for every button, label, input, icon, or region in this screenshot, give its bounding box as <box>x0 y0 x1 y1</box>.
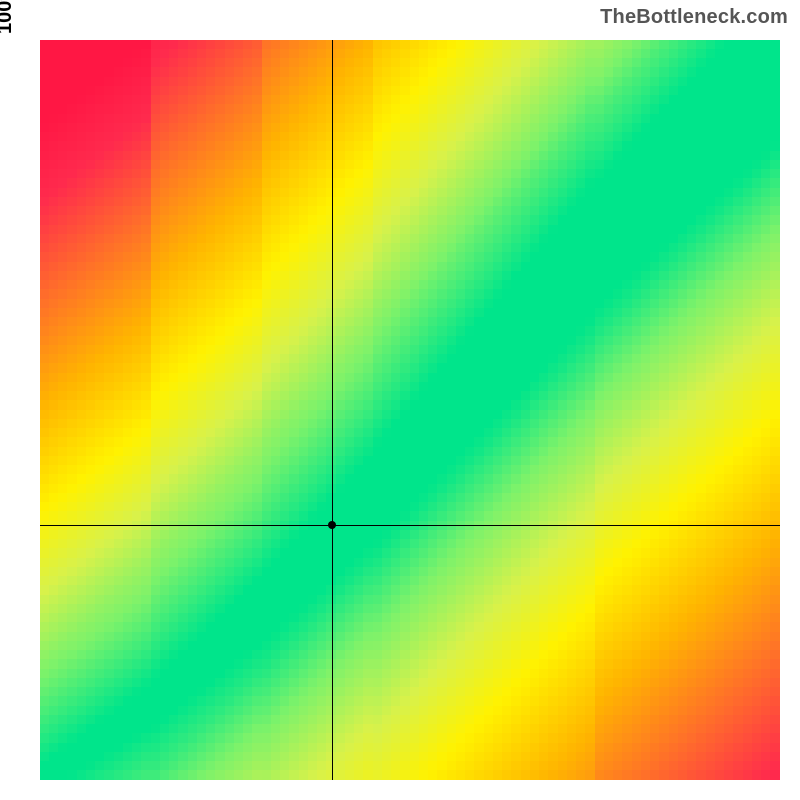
crosshair-vertical <box>332 40 333 780</box>
chart-container: TheBottleneck.com 100% <box>0 0 800 800</box>
crosshair-horizontal <box>40 525 780 526</box>
plot-area <box>40 40 780 780</box>
y-axis-top-tick: 100% <box>0 0 17 34</box>
bottleneck-heatmap <box>40 40 780 780</box>
crosshair-marker <box>328 521 336 529</box>
watermark-label: TheBottleneck.com <box>600 6 788 29</box>
